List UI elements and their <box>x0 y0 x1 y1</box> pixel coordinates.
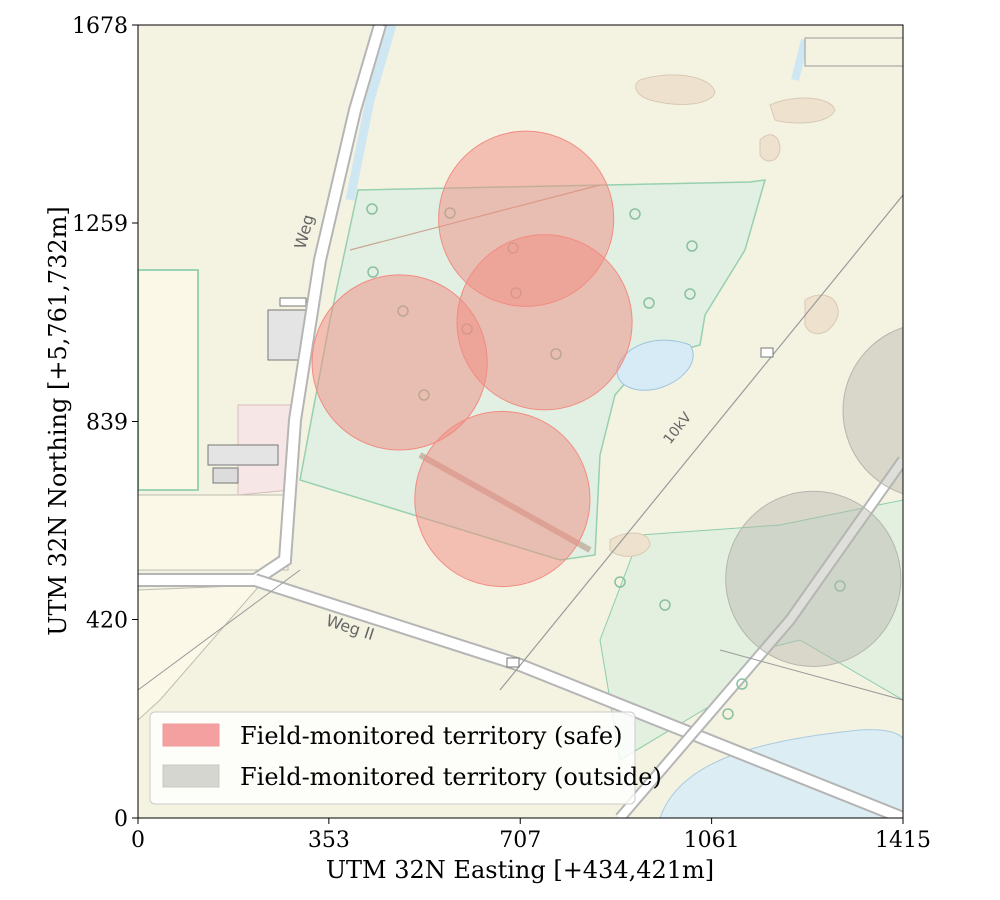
x-tick-label-1: 353 <box>308 828 350 853</box>
legend-swatch-outside <box>162 764 220 788</box>
y-tick-label-0: 0 <box>114 807 128 832</box>
legend-label-outside: Field-monitored territory (outside) <box>240 763 662 791</box>
outside-territory-circle-1 <box>842 326 903 495</box>
y-tick-label-2: 839 <box>86 411 128 436</box>
safe-territory-circle-4 <box>414 410 591 588</box>
x-tick-label-2: 707 <box>499 828 541 853</box>
legend-label-safe: Field-monitored territory (safe) <box>240 722 622 750</box>
territory-circles <box>311 130 903 667</box>
x-axis: 0 353 707 1061 1415 <box>131 818 931 853</box>
x-tick-label-3: 1061 <box>684 828 740 853</box>
legend: Field-monitored territory (safe) Field-m… <box>149 711 662 805</box>
y-tick-label-3: 1259 <box>72 212 128 237</box>
y-tick-label-1: 420 <box>86 609 128 634</box>
x-tick-label-0: 0 <box>131 828 145 853</box>
y-axis: 0 420 839 1259 1678 <box>72 14 138 832</box>
safe-territory-circle-3 <box>311 274 488 451</box>
y-axis-title: UTM 32N Northing [+5,761,732m] <box>44 206 72 636</box>
y-tick-label-4: 1678 <box>72 14 128 39</box>
legend-box <box>149 711 636 805</box>
legend-swatch-safe <box>162 723 220 747</box>
outside-territory-circle-2 <box>725 490 902 667</box>
x-tick-label-4: 1415 <box>875 828 931 853</box>
x-axis-title: UTM 32N Easting [+434,421m] <box>326 856 714 884</box>
